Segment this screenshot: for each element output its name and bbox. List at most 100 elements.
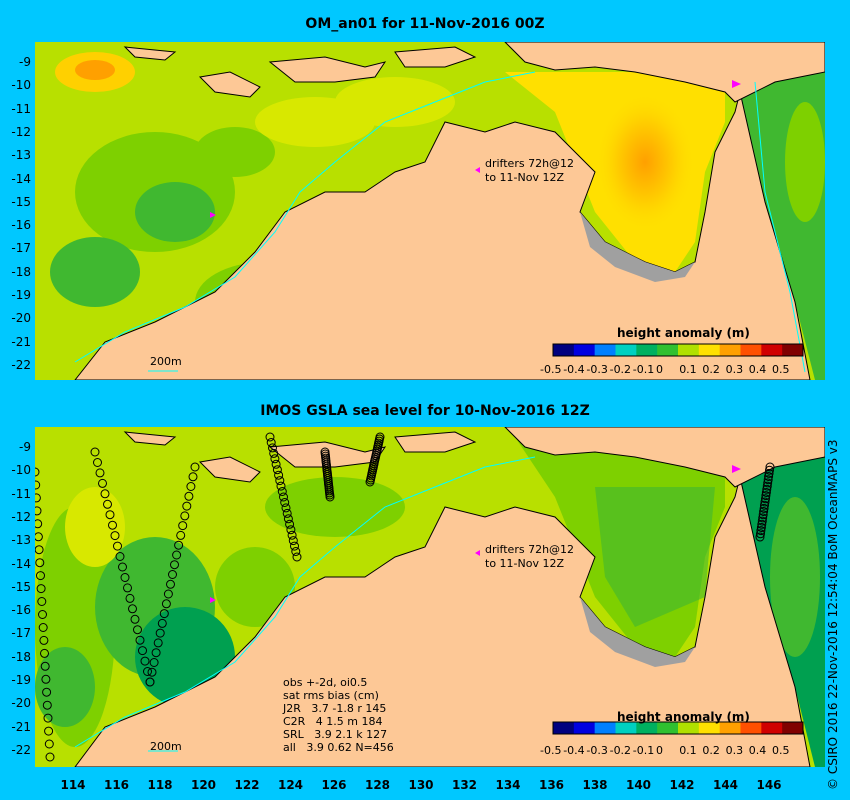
- track-observation: [163, 589, 173, 599]
- top-drifter-label-2: to 11-Nov 12Z: [485, 171, 565, 184]
- colorbar-swatch: [615, 344, 637, 356]
- track-observation: [151, 648, 161, 658]
- track-observation: [44, 739, 54, 749]
- colorbar-swatch: [553, 722, 575, 734]
- colorbar-tick-label: -0.1: [632, 363, 655, 376]
- track-observation: [182, 501, 192, 511]
- top-map-canvas: [35, 42, 825, 380]
- track-observation: [756, 529, 765, 539]
- track-observation: [123, 583, 132, 593]
- lat-tick-label: -16: [11, 603, 31, 618]
- colorbar-swatch: [594, 722, 616, 734]
- colorbar-tick-label: 0.5: [772, 363, 790, 376]
- lat-tick-label: -15: [11, 194, 31, 209]
- lat-tick-label: -13: [11, 148, 31, 163]
- colorbar-tick-label: 0.4: [748, 744, 767, 757]
- track-observation: [760, 500, 769, 510]
- track-observation: [145, 677, 155, 687]
- shelf-fringe: [580, 212, 695, 282]
- colorbar-tick-label: 0.4: [748, 363, 767, 376]
- track-observation: [39, 635, 49, 645]
- lon-tick-label: 128: [364, 778, 391, 792]
- png-land-bottom: [504, 427, 825, 488]
- lon-tick-label: 130: [408, 778, 434, 792]
- track-observation: [113, 541, 122, 551]
- track-observation: [38, 610, 47, 619]
- colorbar-swatch: [719, 344, 741, 356]
- track-observation: [269, 448, 279, 458]
- lat-tick-label: -14: [11, 556, 31, 571]
- colorbar-swatch: [573, 344, 596, 356]
- lat-tick-label: -11: [11, 486, 31, 501]
- track-observation: [759, 503, 769, 513]
- track-observation: [138, 646, 147, 656]
- lon-tick-label: 138: [582, 778, 608, 792]
- colorbar-tick-label: 0: [656, 363, 663, 376]
- colorbar-swatch: [698, 344, 721, 356]
- lat-tick-label: -21: [11, 334, 31, 349]
- track-observation: [155, 628, 165, 638]
- track-observation: [758, 513, 768, 523]
- track-observation: [761, 488, 771, 497]
- colorbar-tick-label: 0.2: [702, 744, 720, 757]
- track-observation: [36, 584, 46, 594]
- lon-tick-label: 134: [495, 778, 521, 792]
- lon-tick-label: 114: [60, 778, 86, 792]
- track-observation: [45, 752, 55, 762]
- track-observation: [135, 635, 145, 645]
- track-observation: [188, 472, 198, 482]
- bottom-scale-label: 200m: [150, 740, 182, 753]
- lon-tick-label: 116: [103, 778, 130, 792]
- colorbar-swatch: [719, 722, 741, 734]
- colorbar-tick-label: -0.5: [540, 363, 562, 376]
- track-observation: [756, 526, 766, 536]
- track-observation: [125, 593, 135, 603]
- colorbar-swatch: [657, 344, 679, 356]
- colorbar-swatch: [636, 722, 658, 734]
- lon-tick-label: 120: [190, 778, 217, 792]
- shelf-fringe-bottom: [580, 597, 695, 667]
- track-observation: [759, 507, 769, 516]
- colorbar-tick-label: -0.5: [540, 744, 562, 757]
- track-observation: [757, 516, 767, 526]
- colorbar-tick-label: 0.3: [725, 744, 744, 757]
- track-observation: [763, 475, 773, 485]
- lat-tick-label: -18: [11, 264, 31, 279]
- track-observation: [38, 623, 48, 632]
- colorbar-swatch: [740, 344, 762, 356]
- australia-land: [74, 91, 811, 380]
- track-observation: [184, 491, 194, 501]
- colorbar-swatch: [657, 722, 679, 734]
- track-observation: [161, 599, 171, 609]
- lon-tick-label: 146: [756, 778, 782, 792]
- track-observation: [147, 667, 157, 677]
- track-observation: [174, 540, 184, 550]
- track-observation: [170, 560, 179, 570]
- colorbar-swatch: [573, 722, 596, 734]
- top-map-panel: [35, 42, 825, 380]
- lon-tick-label: 126: [321, 778, 347, 792]
- lon-tick-label: 140: [625, 778, 652, 792]
- lat-tick-label: -15: [11, 579, 31, 594]
- sat-stats: obs +-2d, oi0.5 sat rms bias (cm) J2R 3.…: [283, 676, 394, 754]
- track-observation: [110, 531, 120, 541]
- track-observation: [42, 687, 52, 697]
- track-observation: [274, 470, 284, 480]
- lon-tick-label: 136: [538, 778, 565, 792]
- track-observation: [37, 597, 47, 606]
- track-observation: [35, 480, 41, 490]
- track-observation: [35, 493, 41, 503]
- drifter-marker: [732, 80, 741, 88]
- top-colorbar-title: height anomaly (m): [617, 326, 750, 340]
- track-observation: [325, 492, 335, 502]
- colorbar-swatch: [782, 722, 804, 734]
- colorbar-tick-label: -0.3: [586, 744, 608, 757]
- track-observation: [168, 570, 177, 579]
- track-observation: [40, 661, 50, 671]
- track-observation: [268, 443, 277, 453]
- track-observation: [287, 530, 297, 540]
- colorbar-swatch: [615, 722, 637, 734]
- drifter-marker: [210, 597, 216, 603]
- lat-tick-label: -22: [11, 742, 31, 757]
- track-observation: [40, 648, 49, 658]
